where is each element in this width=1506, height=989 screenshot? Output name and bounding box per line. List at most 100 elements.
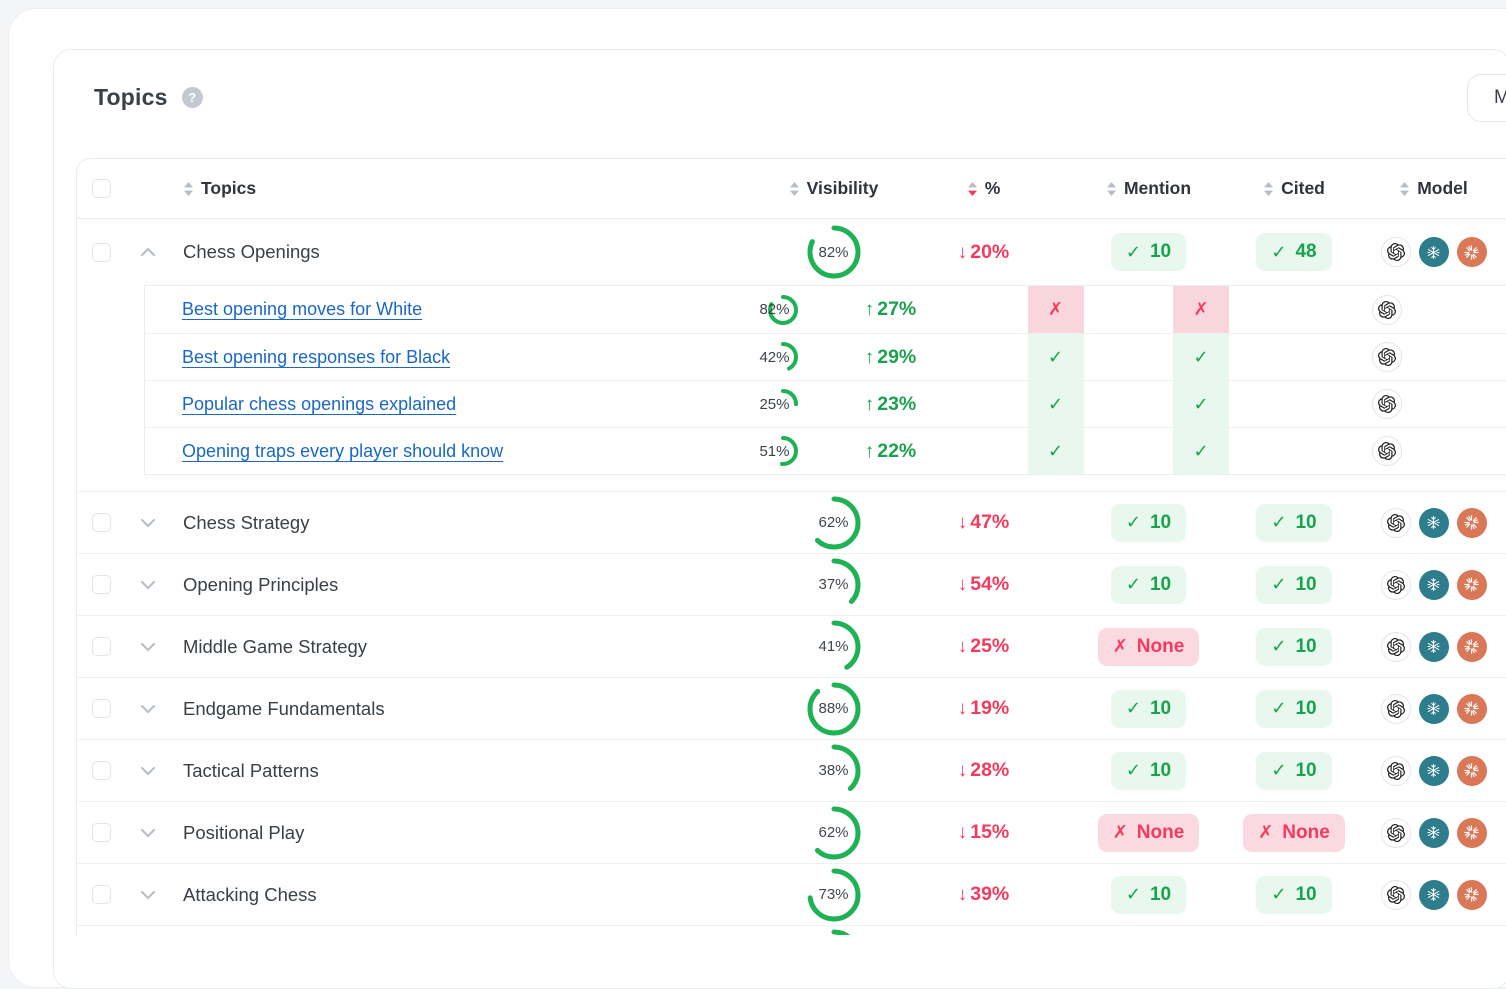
perplexity-icon xyxy=(1418,507,1449,538)
arrow-up-icon xyxy=(865,299,875,321)
claude-icon xyxy=(1456,631,1487,662)
mention-badge: None xyxy=(1097,813,1200,852)
expand-toggle[interactable] xyxy=(125,884,171,906)
expand-toggle[interactable] xyxy=(125,822,171,844)
check-icon xyxy=(1126,760,1141,781)
sort-icon[interactable] xyxy=(1399,181,1410,197)
perplexity-icon xyxy=(1418,755,1449,786)
expand-toggle[interactable] xyxy=(125,512,171,534)
cited-check-cell xyxy=(1173,428,1229,474)
col-header-topics[interactable]: Topics xyxy=(171,178,761,199)
visibility-mini-ring: 25% xyxy=(712,389,798,419)
change-value: 19% xyxy=(958,697,1009,720)
change-value: 15% xyxy=(958,821,1009,844)
openai-icon xyxy=(1380,755,1411,786)
check-icon xyxy=(1126,574,1141,595)
row-checkbox[interactable] xyxy=(91,761,111,780)
chevron-down-icon xyxy=(140,704,156,713)
model-icons xyxy=(1380,755,1487,786)
change-value: 25% xyxy=(958,635,1009,658)
cross-icon xyxy=(1113,636,1128,657)
chevron-down-icon xyxy=(140,828,156,837)
visibility-mini-ring: 82% xyxy=(712,294,798,325)
sort-icon[interactable] xyxy=(1106,181,1117,197)
col-header-model[interactable]: Model xyxy=(1356,159,1506,218)
select-all-checkbox[interactable] xyxy=(91,179,111,198)
col-header-percent[interactable]: % xyxy=(906,159,1051,218)
perplexity-icon xyxy=(1418,817,1449,848)
cross-icon xyxy=(1113,822,1128,843)
openai-icon xyxy=(1380,817,1411,848)
expand-toggle[interactable] xyxy=(125,760,171,782)
expand-toggle[interactable] xyxy=(125,698,171,720)
openai-icon xyxy=(1380,507,1411,538)
topic-label: Positional Play xyxy=(183,821,305,843)
help-icon[interactable]: ? xyxy=(181,87,203,108)
manage-button[interactable]: Ma xyxy=(1467,74,1506,122)
app-surface: Topics ? Ma Topics Visibility xyxy=(8,8,1506,989)
subtopic-row: Popular chess openings explained 25% 23% xyxy=(145,380,1506,427)
visibility-ring: 88% xyxy=(807,682,861,736)
perplexity-icon xyxy=(1418,569,1449,600)
chevron-down-icon xyxy=(140,580,156,589)
row-checkbox[interactable] xyxy=(91,242,111,262)
expand-toggle[interactable] xyxy=(125,574,171,596)
table-row: Tactical Patterns 38% 28% 10 10 xyxy=(77,739,1506,801)
arrow-down-icon xyxy=(958,760,968,782)
mention-badge: 10 xyxy=(1110,233,1187,271)
row-checkbox[interactable] xyxy=(91,823,111,842)
collapse-toggle[interactable] xyxy=(125,241,171,263)
model-icons xyxy=(1380,569,1487,600)
row-checkbox[interactable] xyxy=(91,637,111,656)
visibility-ring: 41% xyxy=(807,620,861,674)
table-row: Attacking Chess 73% 39% 10 10 xyxy=(77,863,1506,925)
subtopic-link[interactable]: Best opening moves for White xyxy=(182,299,423,319)
table-row: Chess Strategy 62% 47% 10 10 xyxy=(77,491,1506,553)
topics-card: Topics ? Ma Topics Visibility xyxy=(53,49,1506,989)
table-row: Positional Play 62% 15% None None xyxy=(77,801,1506,863)
col-header-cited[interactable]: Cited xyxy=(1216,159,1356,218)
page-title: Topics xyxy=(94,84,168,110)
row-checkbox[interactable] xyxy=(91,575,111,594)
arrow-down-icon xyxy=(958,822,968,844)
row-checkbox[interactable] xyxy=(91,885,111,904)
visibility-ring: 62% xyxy=(807,496,861,550)
row-checkbox[interactable] xyxy=(91,513,111,532)
change-value: 54% xyxy=(958,573,1009,596)
change-value: 39% xyxy=(958,883,1009,906)
mention-badge: 10 xyxy=(1110,503,1187,542)
col-header-visibility[interactable]: Visibility xyxy=(761,159,906,218)
check-icon xyxy=(1271,698,1286,719)
check-icon xyxy=(1126,884,1141,905)
claude-icon xyxy=(1456,507,1487,538)
subtopic-link[interactable]: Opening traps every player should know xyxy=(182,440,504,461)
cited-badge: None xyxy=(1243,813,1345,852)
table-row-partial xyxy=(77,925,1506,935)
perplexity-icon xyxy=(1418,631,1449,662)
arrow-down-icon xyxy=(958,574,968,596)
expand-toggle[interactable] xyxy=(125,636,171,658)
model-icons xyxy=(1380,817,1487,848)
openai-icon xyxy=(1380,631,1411,662)
sort-icon[interactable] xyxy=(789,181,800,197)
check-icon xyxy=(1271,242,1286,263)
row-checkbox[interactable] xyxy=(91,699,111,718)
topic-label: Chess Strategy xyxy=(183,511,310,533)
arrow-up-icon xyxy=(865,347,875,369)
sort-icon[interactable] xyxy=(183,181,194,197)
subtopic-link[interactable]: Best opening responses for Black xyxy=(182,346,451,367)
table-row: Endgame Fundamentals 88% 19% 10 10 xyxy=(77,677,1506,739)
change-value: 29% xyxy=(865,346,916,369)
sort-icon[interactable] xyxy=(1263,181,1274,197)
visibility-ring: 62% xyxy=(807,806,861,860)
arrow-down-icon xyxy=(958,698,968,720)
mention-badge: None xyxy=(1097,627,1200,666)
chevron-down-icon xyxy=(140,518,156,527)
cited-badge: 10 xyxy=(1256,503,1332,542)
sort-icon-active-desc[interactable] xyxy=(967,181,978,197)
subtopic-link[interactable]: Popular chess openings explained xyxy=(182,393,457,414)
change-value: 47% xyxy=(958,511,1009,534)
mention-badge: 10 xyxy=(1110,565,1187,604)
col-header-mention[interactable]: Mention xyxy=(1051,159,1216,218)
change-value: 28% xyxy=(958,759,1009,782)
